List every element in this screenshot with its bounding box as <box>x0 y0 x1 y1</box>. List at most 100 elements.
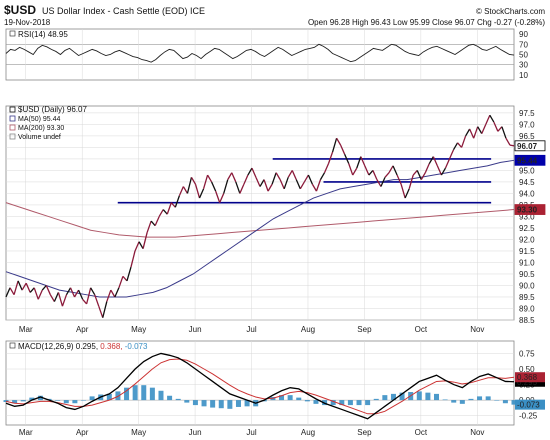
macd-hist-bar <box>29 397 35 401</box>
price-segment <box>33 287 39 300</box>
price-segment <box>295 179 301 190</box>
price-segment <box>227 172 233 180</box>
macd-hist-bar <box>502 400 508 404</box>
price-segment <box>424 163 430 173</box>
price-segment <box>146 220 152 233</box>
macd-hist-bar <box>373 398 379 401</box>
price-segment <box>211 181 217 192</box>
last-value-box <box>514 140 546 152</box>
price-segment <box>90 287 96 296</box>
price-segment <box>243 174 249 185</box>
macd-hist-bar <box>347 400 353 406</box>
price-segment <box>315 179 322 192</box>
price-segment <box>400 184 406 199</box>
price-segment <box>481 124 487 134</box>
price-segment <box>251 167 257 178</box>
last-value-label: 93.30 <box>517 206 538 215</box>
x-tick-label: Jun <box>189 428 202 437</box>
price-segment <box>65 287 72 296</box>
price-segment <box>368 170 374 176</box>
macd-hist-bar <box>279 395 285 401</box>
macd-legend-part: -0.073 <box>125 342 148 351</box>
macd-legend-text: MACD(12,26,9) 0.295, 0.368, -0.073 <box>18 342 148 351</box>
price-segment <box>509 144 515 147</box>
price-segment <box>291 170 297 180</box>
price-ytick-label: 90.5 <box>519 270 535 279</box>
price-segment <box>13 280 19 295</box>
price-segment <box>98 305 104 318</box>
macd-hist-bar <box>434 393 440 401</box>
x-tick-label: Nov <box>470 428 484 437</box>
price-segment <box>372 170 378 180</box>
price-segment <box>110 289 116 298</box>
macd-hist-bar <box>210 400 216 408</box>
rsi-ytick-label: 70 <box>519 40 528 49</box>
price-segment <box>420 172 426 180</box>
price-ytick-label: 92.0 <box>519 235 535 244</box>
chart-date: 19-Nov-2018 <box>4 18 51 27</box>
price-segment <box>444 158 451 169</box>
price-segment <box>53 292 60 302</box>
ma200-series-line <box>5 202 515 238</box>
macd-hist-bar <box>390 393 396 401</box>
price-legend-entry: MA(50) 95.44 <box>18 116 61 123</box>
price-segment <box>267 183 273 192</box>
x-tick-label: Apr <box>76 428 89 437</box>
price-segment <box>174 195 180 208</box>
price-ytick-label: 91.5 <box>519 247 535 256</box>
macd-hist-bar <box>149 387 155 401</box>
macd-hist-bar <box>89 396 95 401</box>
macd-hist-bar <box>425 392 431 401</box>
price-legend-swatch <box>9 124 16 131</box>
rsi-ytick-label: 10 <box>519 71 528 80</box>
price-series-line <box>5 114 515 318</box>
price-legend: $USD (Daily) 96.07 MA(50) 95.44 MA(200) 93… <box>9 105 87 141</box>
rsi-ytick-label: 50 <box>519 51 528 60</box>
macd-last-box <box>515 399 545 410</box>
price-segment <box>340 144 346 155</box>
price-legend-swatch <box>9 133 16 140</box>
price-segment <box>255 177 261 187</box>
price-segment <box>364 165 370 176</box>
macd-ytick-label: -0.25 <box>519 412 538 421</box>
price-segment <box>287 170 293 178</box>
macd-hist-bar <box>124 387 130 401</box>
watermark: © StockCharts.com <box>476 7 545 16</box>
macd-hist-bar <box>511 400 517 405</box>
price-ytick-label: 91.0 <box>519 258 535 267</box>
price-segment <box>45 285 51 295</box>
rsi-legend: RSI(14) 48.95 <box>9 30 68 39</box>
price-segment <box>21 282 27 291</box>
price-segment <box>41 285 47 291</box>
price-segment <box>158 209 164 217</box>
macd-hist-bar <box>12 400 18 404</box>
x-tick-labels: Mar Mar Apr Apr May May Jun Jun Jul Jul Aug Aug Sep S… <box>19 325 485 437</box>
price-segment <box>102 301 108 318</box>
macd-hist-bar <box>365 400 371 406</box>
price-segment <box>497 126 503 132</box>
macd-series-line <box>5 352 515 420</box>
price-segment <box>61 294 68 307</box>
price-segment <box>49 294 55 302</box>
macd-hist-bar <box>158 390 164 401</box>
macd-hist-bar <box>37 395 43 401</box>
macd-last-box <box>515 372 545 383</box>
price-segment <box>170 202 176 208</box>
macd-hist-bar <box>63 400 69 404</box>
price-segment <box>352 167 358 176</box>
rsi-series-line <box>5 43 515 63</box>
macd-hist-bar <box>115 391 121 401</box>
macd-hist-bar <box>485 396 491 401</box>
price-legend-swatch <box>9 106 16 113</box>
price-segment <box>452 142 459 151</box>
price-segment <box>239 183 245 194</box>
price-segment <box>194 184 201 199</box>
price-ytick-label: 92.5 <box>519 224 535 233</box>
price-segment <box>465 128 471 137</box>
price-ytick-label: 90.0 <box>519 281 535 290</box>
price-segment <box>138 241 144 249</box>
macd-hist-bar <box>72 400 78 404</box>
macd-hist-bar <box>235 400 241 407</box>
